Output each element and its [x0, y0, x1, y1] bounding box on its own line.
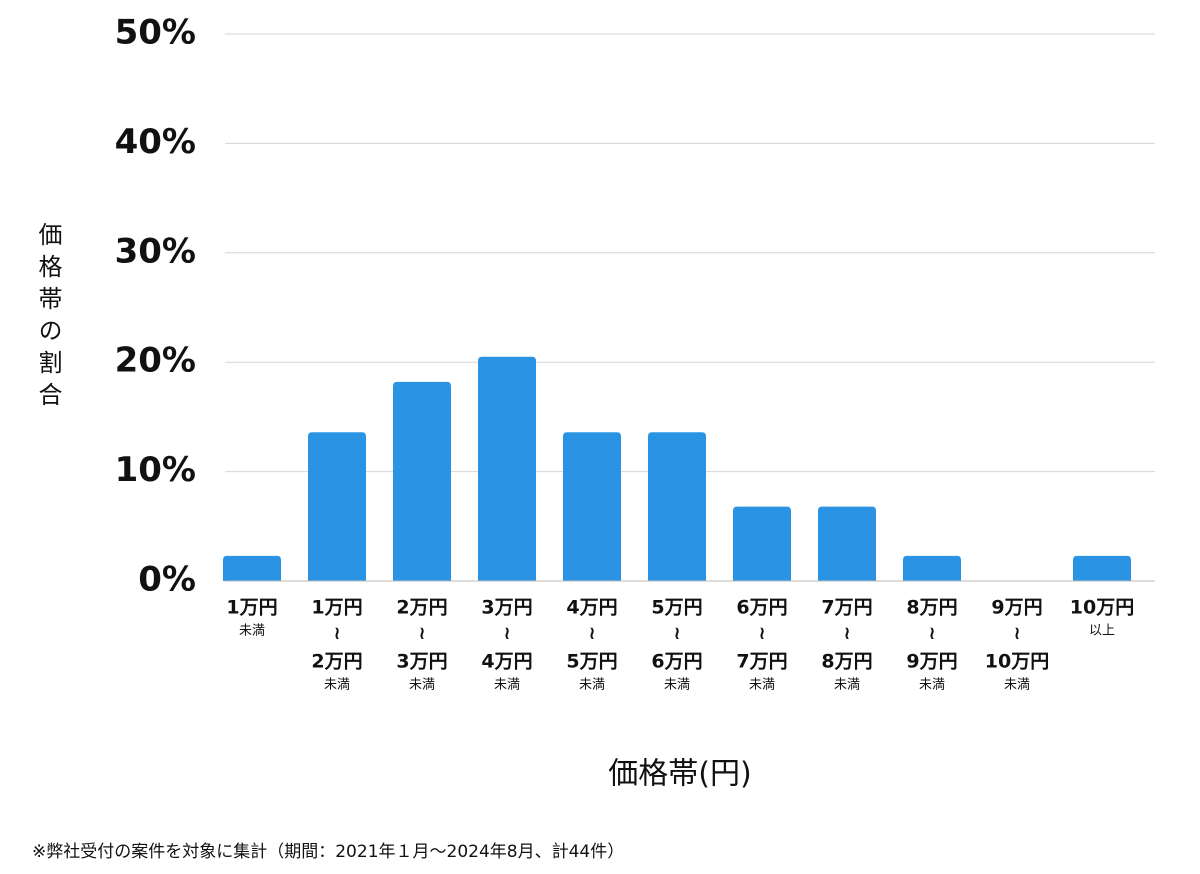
x-axis-label: 価格帯(円)	[608, 757, 751, 792]
x-tick-label: ≀	[844, 623, 851, 644]
x-tick-label: 未満	[834, 678, 860, 693]
x-tick-label: 10万円	[985, 651, 1049, 673]
x-tick-label: ≀	[674, 623, 681, 644]
x-tick-label: 未満	[409, 678, 435, 693]
bar	[648, 432, 706, 581]
x-tick-label: ≀	[759, 623, 766, 644]
x-tick-label: 5万円	[566, 651, 617, 673]
x-tick-label: ≀	[929, 623, 936, 644]
bar	[733, 506, 791, 581]
x-tick-label: 8万円	[821, 651, 872, 673]
x-tick-label: 6万円	[736, 597, 787, 619]
x-tick-label: 未満	[664, 678, 690, 693]
x-tick-label: 9万円	[906, 651, 957, 673]
x-tick-label: 3万円	[396, 651, 447, 673]
y-tick-label: 0%	[138, 560, 196, 600]
x-tick-label: 4万円	[481, 651, 532, 673]
y-tick-label: 30%	[115, 231, 196, 271]
footnote: ※弊社受付の案件を対象に集計（期間：2021年１月〜2024年8月、計44件）	[32, 842, 624, 862]
x-tick-label: 未満	[239, 624, 265, 639]
x-tick-label: 未満	[324, 678, 350, 693]
y-axis-label: 価格帯の割合	[34, 222, 62, 414]
x-tick-label: 1万円	[226, 597, 277, 619]
x-tick-label: 2万円	[311, 651, 362, 673]
x-tick-label: ≀	[589, 623, 596, 644]
x-tick-label: 未満	[1004, 678, 1030, 693]
x-tick-label: 5万円	[651, 597, 702, 619]
x-tick-label: 7万円	[736, 651, 787, 673]
x-tick-label: 未満	[919, 678, 945, 693]
y-tick-label: 20%	[115, 341, 196, 381]
x-tick-label: 未満	[494, 678, 520, 693]
x-tick-label: 未満	[579, 678, 605, 693]
x-tick-label: ≀	[1014, 623, 1021, 644]
x-tick-label: 4万円	[566, 597, 617, 619]
x-tick-label: 10万円	[1070, 597, 1134, 619]
x-tick-label: 8万円	[906, 597, 957, 619]
x-tick-label: 6万円	[651, 651, 702, 673]
x-tick-label: ≀	[504, 623, 511, 644]
x-tick-label: 以上	[1089, 624, 1115, 639]
bar	[563, 432, 621, 581]
x-tick-label: 3万円	[481, 597, 532, 619]
bar	[818, 506, 876, 581]
x-tick-label: 1万円	[311, 597, 362, 619]
x-tick-label: 7万円	[821, 597, 872, 619]
x-tick-label: 9万円	[991, 597, 1042, 619]
bar	[308, 432, 366, 581]
bar	[1073, 555, 1131, 581]
y-tick-label: 40%	[115, 122, 196, 162]
x-tick-label: 2万円	[396, 597, 447, 619]
y-tick-label: 10%	[115, 450, 196, 490]
bar	[903, 555, 961, 581]
bar	[393, 381, 451, 581]
x-tick-label: 未満	[749, 678, 775, 693]
y-tick-label: 50%	[115, 13, 196, 53]
x-tick-label: ≀	[334, 623, 341, 644]
bar	[478, 356, 536, 581]
x-tick-label: ≀	[419, 623, 426, 644]
bar	[223, 555, 281, 581]
